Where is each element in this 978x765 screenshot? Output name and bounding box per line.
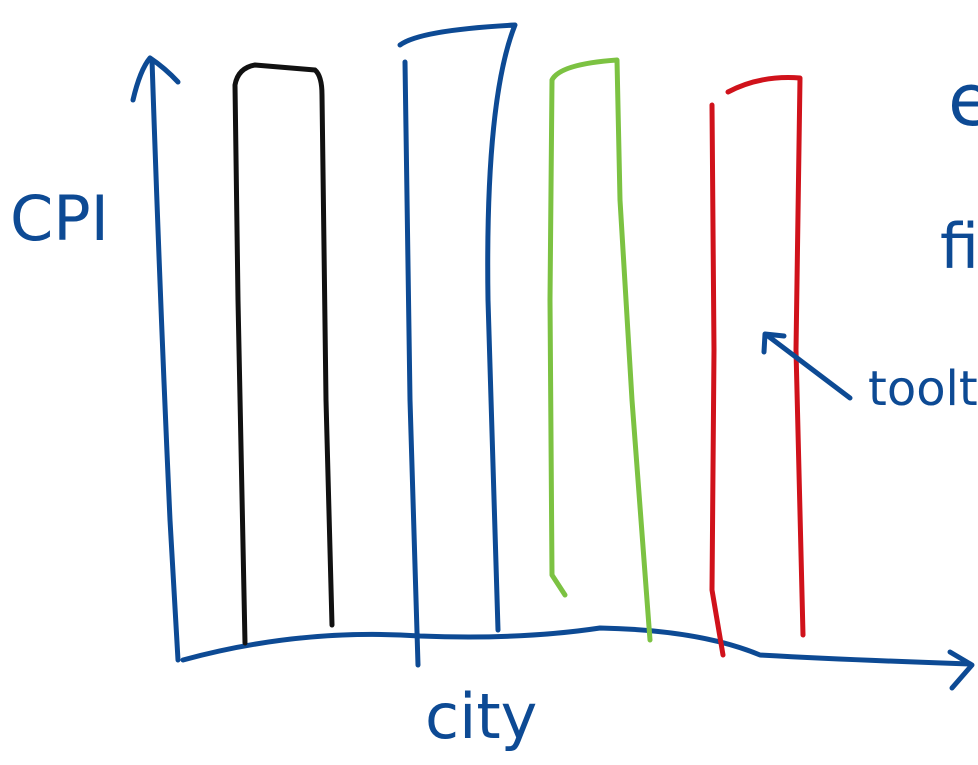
x-axis-label: city — [425, 680, 537, 753]
y-axis-label: CPI — [10, 182, 109, 255]
bar-sketch — [397, 22, 518, 633]
y-axis — [149, 57, 181, 663]
bar-sketch — [709, 102, 726, 658]
bar-sketch — [402, 59, 421, 668]
x-axis-arrow — [947, 649, 975, 691]
bar-sketch — [232, 62, 335, 646]
annotation-arrow — [765, 333, 853, 401]
bar-sketch — [547, 57, 653, 643]
note: e — [948, 58, 978, 142]
annotation-label: toolti — [868, 361, 978, 417]
x-axis — [180, 625, 973, 667]
y-axis-arrow — [130, 55, 181, 103]
note: fi — [940, 210, 978, 283]
annotation-arrowhead — [761, 331, 787, 355]
bar-sketch — [725, 75, 806, 638]
